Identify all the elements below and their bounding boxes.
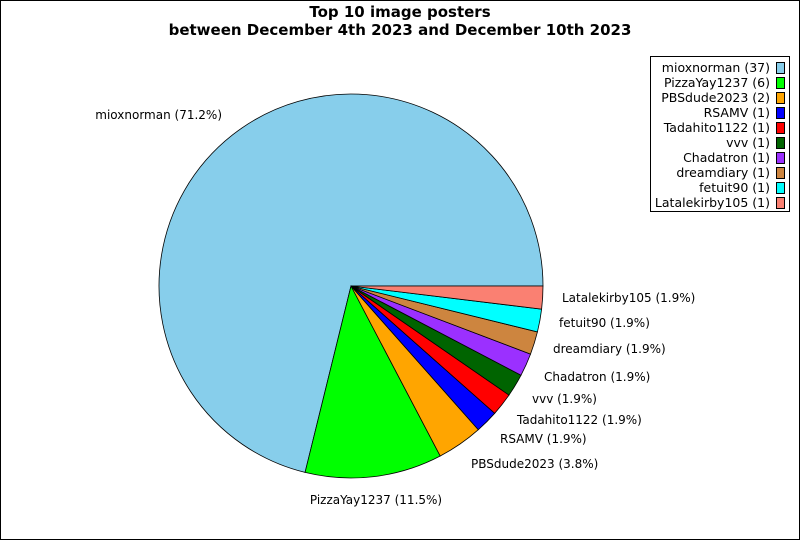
legend-label: dreamdiary (1)	[676, 165, 770, 180]
slice-label-fetuit90: fetuit90 (1.9%)	[559, 316, 650, 330]
slice-label-pbsdude2023: PBSdude2023 (3.8%)	[471, 457, 598, 471]
legend-label: fetuit90 (1)	[699, 180, 770, 195]
legend-entry-latalekirby105: Latalekirby105 (1)	[655, 195, 785, 210]
legend-swatch	[776, 61, 785, 74]
legend-swatch	[776, 151, 785, 164]
legend-swatch	[776, 136, 785, 149]
slice-label-chadatron: Chadatron (1.9%)	[544, 370, 650, 384]
legend: mioxnorman (37) PizzaYay1237 (6) PBSdude20…	[650, 56, 790, 212]
legend-entry-pizzayay1237: PizzaYay1237 (6)	[664, 75, 785, 90]
legend-entry-fetuit90: fetuit90 (1)	[699, 180, 785, 195]
chart-title: Top 10 image posters	[309, 3, 491, 21]
slice-label-vvv: vvv (1.9%)	[532, 392, 597, 406]
legend-entry-dreamdiary: dreamdiary (1)	[676, 165, 785, 180]
legend-label: RSAMV (1)	[703, 105, 770, 120]
legend-label: Chadatron (1)	[683, 150, 770, 165]
legend-entry-vvv: vvv (1)	[726, 135, 785, 150]
pie-slice-latalekirby105	[350, 285, 544, 310]
legend-label: PBSdude2023 (2)	[661, 90, 770, 105]
slice-label-dreamdiary: dreamdiary (1.9%)	[553, 342, 666, 356]
slice-label-rsamv: RSAMV (1.9%)	[500, 432, 587, 446]
legend-swatch	[776, 106, 785, 119]
legend-swatch	[776, 166, 785, 179]
chart-subtitle: between December 4th 2023 and December 1…	[168, 21, 632, 39]
slice-label-tadahito1122: Tadahito1122 (1.9%)	[516, 413, 642, 427]
legend-label: Tadahito1122 (1)	[663, 120, 770, 135]
pie-slice-pizzayay1237	[304, 284, 441, 479]
legend-swatch	[776, 196, 785, 209]
legend-swatch	[776, 76, 785, 89]
legend-label: PizzaYay1237 (6)	[664, 75, 770, 90]
legend-entry-mioxnorman: mioxnorman (37)	[662, 60, 785, 75]
slice-label-pizzayay1237: PizzaYay1237 (11.5%)	[310, 493, 442, 507]
legend-label: vvv (1)	[726, 135, 770, 150]
pie-slice-mioxnorman	[158, 93, 544, 473]
legend-swatch	[776, 181, 785, 194]
slice-label-mioxnorman: mioxnorman (71.2%)	[95, 108, 222, 122]
legend-entry-rsamv: RSAMV (1)	[704, 105, 785, 120]
legend-swatch	[776, 91, 785, 104]
legend-entry-pbsdude2023: PBSdude2023 (2)	[661, 90, 785, 105]
legend-label: mioxnorman (37)	[661, 60, 770, 75]
legend-label: Latalekirby105 (1)	[654, 195, 770, 210]
slice-label-latalekirby105: Latalekirby105 (1.9%)	[562, 291, 695, 305]
legend-entry-tadahito1122: Tadahito1122 (1)	[664, 120, 785, 135]
legend-swatch	[776, 121, 785, 134]
legend-entry-chadatron: Chadatron (1)	[683, 150, 785, 165]
